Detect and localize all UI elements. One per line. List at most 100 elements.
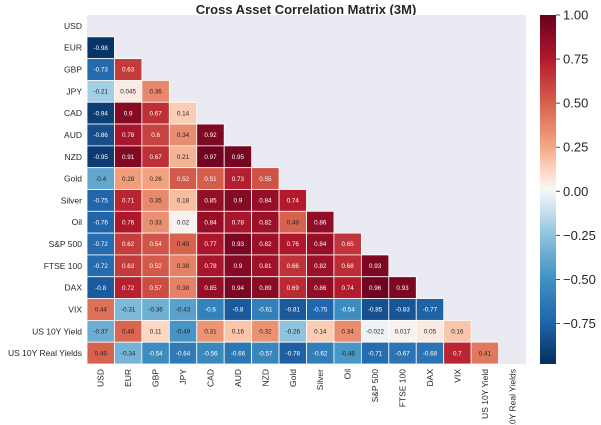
cell-value-label: 0.34 xyxy=(342,328,355,335)
row-label: VIX xyxy=(68,304,82,314)
cell-value-label: 0.26 xyxy=(149,176,162,183)
cell-value-label: -0.022 xyxy=(366,328,384,335)
column-label: FTSE 100 xyxy=(398,369,408,408)
cell-value-label: -0.6 xyxy=(205,307,216,314)
column-label: S&P 500 xyxy=(370,369,380,403)
cell-value-label: -0.71 xyxy=(368,350,383,357)
chart-title: Cross Asset Correlation Matrix (3M) xyxy=(196,2,417,17)
cell-value-label: -0.34 xyxy=(121,350,136,357)
cell-value-label: 0.96 xyxy=(369,285,382,292)
cell-value-label: 0.91 xyxy=(122,154,135,161)
cell-value-label: 0.76 xyxy=(122,219,135,226)
row-label: S&P 500 xyxy=(49,239,83,249)
cell-value-label: -0.75 xyxy=(313,307,328,314)
cell-value-label: -0.54 xyxy=(340,307,355,314)
cell-value-label: 0.82 xyxy=(259,241,272,248)
column-label: Silver xyxy=(315,369,325,390)
column-label: VIX xyxy=(452,369,462,383)
column-label: US 10Y Yield xyxy=(480,369,490,419)
cell-value-label: 0.93 xyxy=(232,241,245,248)
colorbar-tick-label: 1.00 xyxy=(563,8,588,23)
cell-value-label: 0.85 xyxy=(204,198,217,205)
column-label: DAX xyxy=(425,369,435,387)
column-label: Oil xyxy=(343,369,353,380)
cell-value-label: -0.86 xyxy=(94,132,109,139)
cell-value-label: 0.14 xyxy=(314,328,327,335)
cell-value-label: 0.93 xyxy=(396,285,409,292)
cell-value-label: 0.71 xyxy=(122,198,135,205)
row-label: AUD xyxy=(64,130,82,140)
row-label: JPY xyxy=(66,86,82,96)
cell-value-label: -0.61 xyxy=(258,307,273,314)
cell-value-label: -0.49 xyxy=(176,328,191,335)
cell-value-label: 0.41 xyxy=(479,350,492,357)
cell-value-label: 0.36 xyxy=(149,89,162,96)
cell-value-label: 0.52 xyxy=(149,263,162,270)
cell-value-label: -0.26 xyxy=(286,328,301,335)
row-label: DAX xyxy=(65,283,83,293)
cell-value-label: -0.77 xyxy=(423,307,438,314)
cell-value-label: 0.67 xyxy=(149,110,162,117)
cell-value-label: -0.78 xyxy=(286,350,301,357)
cell-value-label: -0.57 xyxy=(258,350,273,357)
row-label: Gold xyxy=(64,174,82,184)
cell-value-label: -0.85 xyxy=(368,307,383,314)
cell-value-label: 0.63 xyxy=(122,263,135,270)
colorbar-ticks: 1.00 0.75 0.50 0.25 0.00 −0.25 −0.50 −0.75 xyxy=(556,8,596,331)
column-label: CAD xyxy=(205,369,215,387)
cell-value-label: 0.34 xyxy=(177,132,190,139)
colorbar-tick-label: −0.75 xyxy=(563,316,596,331)
cell-value-label: 0.77 xyxy=(204,241,217,248)
cell-value-label: 0.97 xyxy=(204,154,217,161)
cell-value-label: 0.76 xyxy=(287,241,300,248)
column-labels: USD EUR GBP JPY CAD AUD NZD Gold Silver Oil S&P 50… xyxy=(96,369,518,425)
cell-value-label: 0.65 xyxy=(342,241,355,248)
cell-value-label: 0.67 xyxy=(149,154,162,161)
cell-value-label: -0.73 xyxy=(94,67,109,74)
cell-value-label: 0.78 xyxy=(232,219,245,226)
cell-value-label: -0.48 xyxy=(340,350,355,357)
cell-value-label: 0.78 xyxy=(122,132,135,139)
cell-value-label: 0.85 xyxy=(204,285,217,292)
column-label: AUD xyxy=(233,369,243,387)
row-label: CAD xyxy=(64,108,82,118)
cell-value-label: -0.98 xyxy=(94,45,109,52)
heatmap-cell xyxy=(470,341,499,365)
cell-value-label: -0.56 xyxy=(203,350,218,357)
cell-value-label: 0.68 xyxy=(342,263,355,270)
cell-value-label: 0.21 xyxy=(177,154,190,161)
cell-value-label: 0.7 xyxy=(453,350,462,357)
cell-value-label: -0.72 xyxy=(94,241,109,248)
cell-value-label: 0.82 xyxy=(314,263,327,270)
cell-value-label: 0.28 xyxy=(122,176,135,183)
cell-value-label: -0.54 xyxy=(148,350,163,357)
cell-value-label: 0.045 xyxy=(120,89,136,96)
column-label: Gold xyxy=(288,369,298,387)
row-label: US 10Y Yield xyxy=(32,326,82,336)
cell-value-label: -0.75 xyxy=(94,198,109,205)
cell-value-label: -0.66 xyxy=(231,350,246,357)
cell-value-label: -0.8 xyxy=(232,307,243,314)
cell-value-label: 0.94 xyxy=(232,285,245,292)
cell-value-label: 0.69 xyxy=(287,285,300,292)
cell-value-label: -0.21 xyxy=(94,89,109,96)
cell-value-label: 0.49 xyxy=(287,219,300,226)
cell-value-label: 0.51 xyxy=(204,176,217,183)
cell-value-label: 0.81 xyxy=(259,263,272,270)
row-label: US 10Y Real Yields xyxy=(8,348,82,358)
cell-value-label: -0.81 xyxy=(286,307,301,314)
cell-value-label: 0.92 xyxy=(204,132,217,139)
cell-value-label: 0.74 xyxy=(342,285,355,292)
cell-value-label: 0.38 xyxy=(177,263,190,270)
cell-value-label: 0.52 xyxy=(177,176,190,183)
cell-value-label: 0.38 xyxy=(177,285,190,292)
cell-value-label: 0.55 xyxy=(259,176,272,183)
cell-value-label: 0.57 xyxy=(149,285,162,292)
colorbar-tick-label: 0.00 xyxy=(563,184,588,199)
cell-value-label: 0.66 xyxy=(287,263,300,270)
cell-value-label: -0.72 xyxy=(94,263,109,270)
cell-value-label: -0.31 xyxy=(121,307,136,314)
cell-value-label: -0.83 xyxy=(395,307,410,314)
cell-value-label: 0.9 xyxy=(234,263,243,270)
cell-value-label: 0.14 xyxy=(177,110,190,117)
